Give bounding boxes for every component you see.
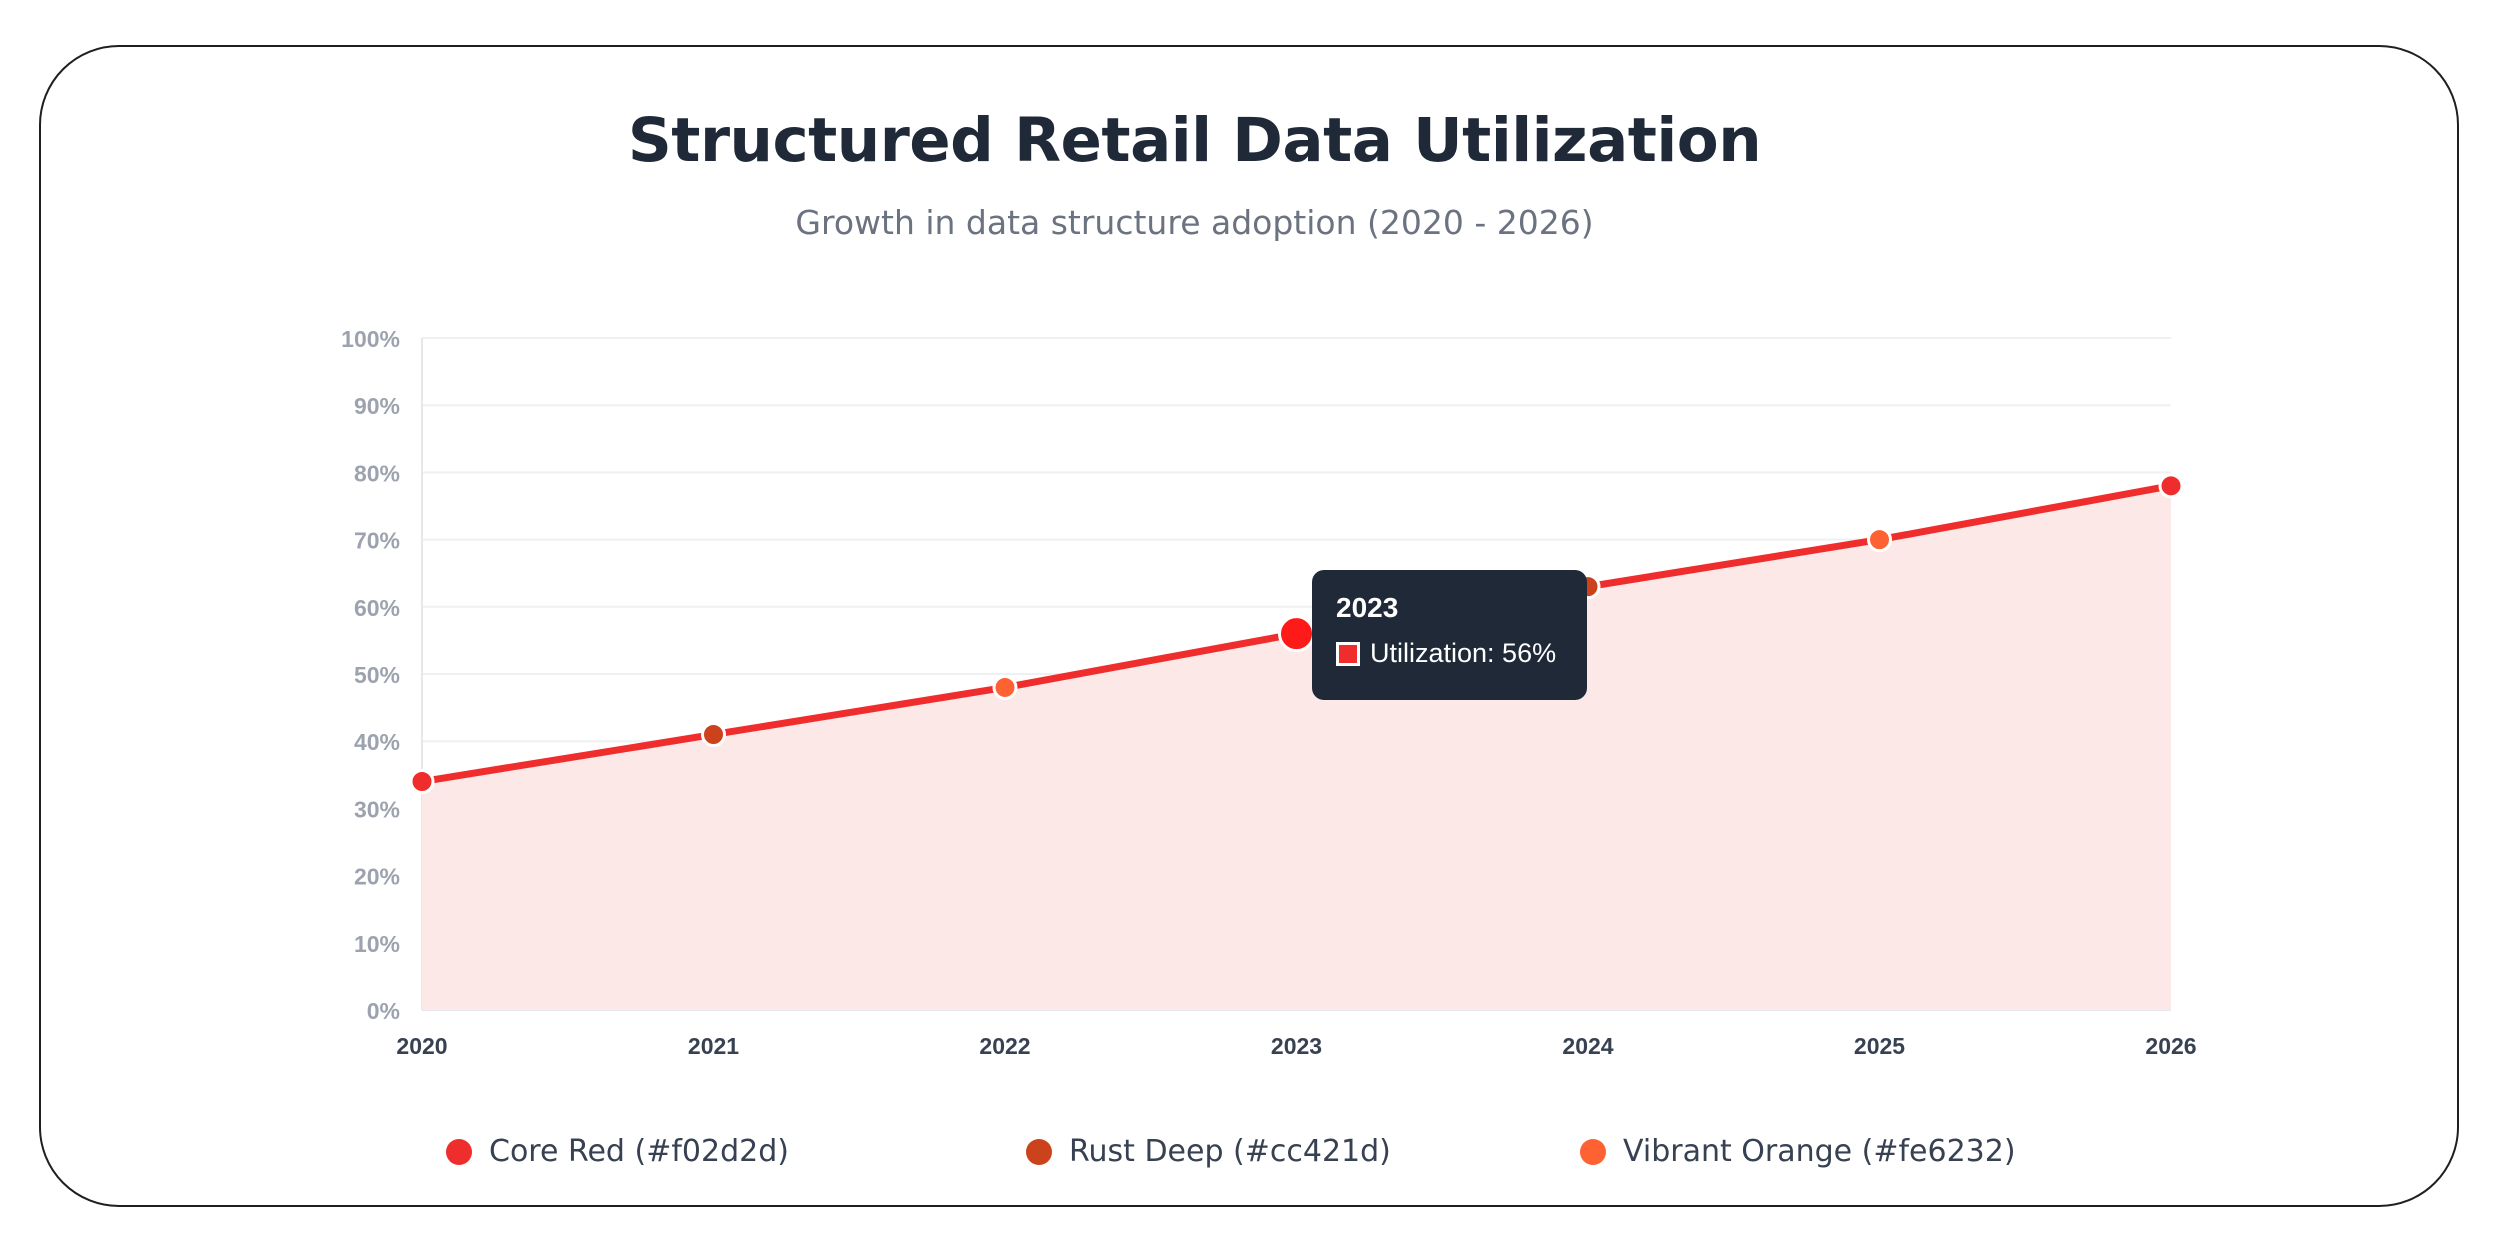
data-tooltip: 2023 Utilization: 56%	[1312, 570, 1587, 700]
y-tick-label: 90%	[354, 393, 400, 419]
data-point	[992, 674, 1018, 700]
x-tick-label: 2021	[688, 1033, 739, 1059]
x-tick-label: 2025	[1854, 1033, 1905, 1059]
legend-dot-rust-deep	[1026, 1138, 1052, 1165]
tooltip-label: Utilization: 56%	[1370, 638, 1557, 668]
chart-legend: Core Red (#f02d2d) Rust Deep (#cc421d) V…	[0, 1134, 2497, 1178]
data-point	[701, 721, 726, 747]
y-tick-label: 40%	[354, 729, 400, 755]
y-tick-label: 20%	[354, 864, 400, 890]
chart-subtitle: Growth in data structure adoption (2020 …	[795, 203, 1594, 242]
x-tick-label: 2022	[979, 1033, 1030, 1059]
x-tick-label: 2023	[1271, 1033, 1322, 1059]
x-tick-label: 2020	[396, 1033, 447, 1059]
series-area	[422, 485, 2171, 1011]
data-point	[409, 769, 435, 795]
data-point	[1278, 615, 1315, 653]
y-tick-label: 30%	[354, 796, 400, 822]
tooltip-title: 2023	[1336, 592, 1399, 623]
chart-title: Structured Retail Data Utilization	[627, 105, 1762, 176]
y-tick-label: 10%	[354, 931, 400, 957]
legend-dot-core-red	[446, 1138, 472, 1165]
y-tick-label: 70%	[354, 528, 400, 554]
tooltip-row: Utilization: 56%	[1336, 638, 1587, 669]
legend-label: Rust Deep (#cc421d)	[1069, 1134, 1391, 1169]
legend-dot-vibrant-orange	[1580, 1138, 1606, 1165]
legend-item-rust-deep[interactable]: Rust Deep (#cc421d)	[1026, 1134, 1391, 1169]
legend-label: Core Red (#f02d2d)	[489, 1134, 789, 1169]
y-tick-label: 50%	[354, 662, 400, 688]
data-point	[1867, 527, 1892, 553]
y-tick-label: 0%	[367, 998, 400, 1024]
y-tick-label: 60%	[354, 595, 400, 621]
legend-item-vibrant-orange[interactable]: Vibrant Orange (#fe6232)	[1580, 1134, 2016, 1169]
x-tick-label: 2024	[1562, 1033, 1613, 1059]
y-tick-label: 100%	[341, 326, 400, 352]
tooltip-swatch	[1336, 641, 1360, 666]
x-tick-label: 2026	[2145, 1033, 2196, 1059]
legend-label: Vibrant Orange (#fe6232)	[1623, 1134, 2016, 1169]
y-tick-label: 80%	[354, 460, 400, 486]
legend-item-core-red[interactable]: Core Red (#f02d2d)	[446, 1134, 789, 1169]
data-point	[2158, 473, 2184, 499]
